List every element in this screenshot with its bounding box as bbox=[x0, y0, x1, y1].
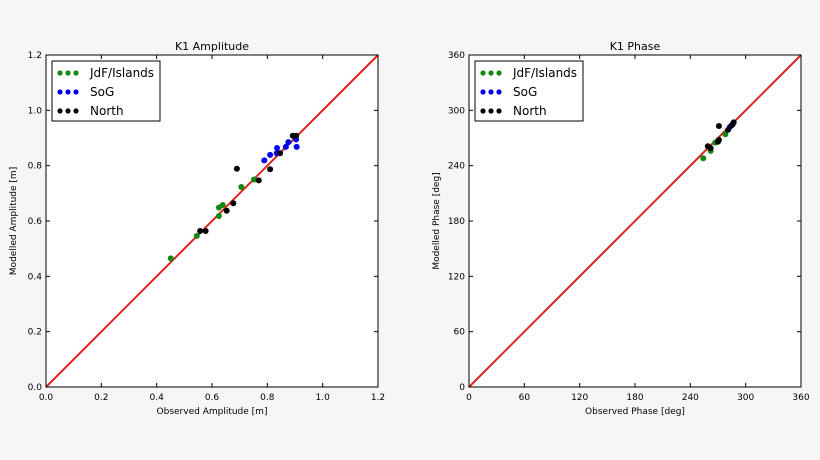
data-point-sog bbox=[293, 143, 300, 150]
data-point-sog bbox=[282, 143, 289, 150]
data-point-north bbox=[202, 227, 209, 234]
y-tick-label: 0.2 bbox=[28, 328, 42, 338]
y-tick-label: 180 bbox=[448, 217, 465, 227]
y-tick-label: 0.0 bbox=[28, 383, 43, 393]
legend-marker bbox=[57, 108, 63, 114]
legend-marker bbox=[73, 89, 79, 95]
legend-marker bbox=[57, 70, 63, 76]
data-point-jdf-islands bbox=[215, 213, 222, 220]
x-tick-label: 120 bbox=[571, 393, 588, 403]
x-tick-label: 0.2 bbox=[94, 393, 108, 403]
y-tick-label: 0.8 bbox=[28, 162, 43, 172]
one-to-one-line bbox=[45, 54, 379, 388]
x-tick-label: 0.0 bbox=[39, 393, 54, 403]
legend-marker bbox=[488, 108, 494, 114]
legend-marker bbox=[488, 89, 494, 95]
chart-title: K1 Phase bbox=[610, 40, 661, 53]
subplot-1: 0 60 120 180 240 300 360 0 60 120 180 240 300 360 K1 P… bbox=[432, 40, 810, 417]
data-point-jdf-islands bbox=[167, 255, 174, 262]
legend-label: JdF/Islands bbox=[512, 66, 577, 80]
x-tick-label: 60 bbox=[519, 393, 531, 403]
legend-marker bbox=[73, 108, 79, 114]
data-point-sog bbox=[285, 139, 292, 146]
y-tick-label: 120 bbox=[448, 272, 465, 282]
legend-marker bbox=[496, 89, 502, 95]
legend-marker bbox=[73, 70, 79, 76]
data-point-north bbox=[277, 150, 284, 157]
data-point-jdf-islands bbox=[219, 201, 226, 208]
data-point-north bbox=[715, 136, 722, 143]
data-point-north bbox=[233, 165, 240, 172]
legend-marker bbox=[57, 89, 63, 95]
y-tick-label: 0.4 bbox=[28, 272, 43, 282]
data-point-north bbox=[267, 166, 274, 173]
legend-label: SoG bbox=[513, 85, 537, 99]
data-point-jdf-islands bbox=[193, 232, 200, 239]
y-axis-label: Modelled Phase [deg] bbox=[432, 172, 442, 269]
y-tick-label: 0 bbox=[459, 383, 465, 393]
x-tick-label: 0.6 bbox=[205, 393, 220, 403]
x-tick-label: 1.0 bbox=[316, 393, 331, 403]
data-point-north bbox=[707, 145, 714, 152]
subplot-0: 0.0 0.2 0.4 0.6 0.8 1.0 1.2 0.0 0.2 0.4 0.6 0.8 1.0 1… bbox=[9, 40, 385, 417]
x-tick-label: 0.4 bbox=[150, 393, 165, 403]
data-point-sog bbox=[261, 157, 268, 164]
x-tick-label: 180 bbox=[626, 393, 643, 403]
x-tick-label: 240 bbox=[682, 393, 699, 403]
x-axis-label: Observed Phase [deg] bbox=[585, 407, 685, 417]
x-tick-label: 0.8 bbox=[260, 393, 275, 403]
data-point-north bbox=[715, 123, 722, 130]
legend: JdF/Islands SoG North bbox=[51, 60, 161, 122]
y-tick-label: 300 bbox=[448, 106, 465, 116]
data-point-north bbox=[223, 207, 230, 214]
chart-title: K1 Amplitude bbox=[175, 40, 249, 53]
data-point-jdf-islands bbox=[700, 155, 707, 162]
data-point-sog bbox=[267, 151, 274, 158]
plot-frame bbox=[468, 54, 802, 388]
legend: JdF/Islands SoG North bbox=[474, 60, 584, 122]
x-axis-label: Observed Amplitude [m] bbox=[157, 407, 268, 417]
legend-marker bbox=[480, 89, 486, 95]
y-tick-label: 360 bbox=[448, 51, 465, 61]
legend-marker bbox=[480, 70, 486, 76]
legend-marker bbox=[488, 70, 494, 76]
data-point-sog bbox=[274, 144, 281, 151]
legend-label: North bbox=[90, 104, 124, 118]
y-tick-label: 60 bbox=[454, 328, 466, 338]
legend-marker bbox=[496, 70, 502, 76]
x-tick-label: 1.2 bbox=[371, 393, 385, 403]
plot-frame bbox=[45, 54, 379, 388]
data-point-north bbox=[230, 200, 237, 207]
x-tick-label: 360 bbox=[792, 393, 809, 403]
legend-marker bbox=[496, 108, 502, 114]
one-to-one-line bbox=[468, 54, 802, 388]
legend-marker bbox=[65, 108, 71, 114]
y-tick-label: 1.2 bbox=[28, 51, 42, 61]
legend-label: SoG bbox=[90, 85, 114, 99]
data-point-jdf-islands bbox=[238, 183, 245, 190]
legend-label: North bbox=[513, 104, 547, 118]
y-tick-label: 1.0 bbox=[28, 106, 43, 116]
x-tick-label: 300 bbox=[737, 393, 754, 403]
data-point-jdf-islands bbox=[251, 176, 258, 183]
data-point-jdf-islands bbox=[722, 131, 729, 138]
x-tick-label: 0 bbox=[466, 393, 472, 403]
legend-marker bbox=[65, 89, 71, 95]
y-tick-label: 0.6 bbox=[28, 217, 43, 227]
data-point-north bbox=[725, 126, 732, 133]
data-point-north bbox=[293, 132, 300, 139]
legend-label: JdF/Islands bbox=[89, 66, 154, 80]
data-point-north bbox=[197, 227, 204, 234]
y-axis-label: Modelled Amplitude [m] bbox=[9, 167, 19, 275]
data-point-north bbox=[255, 177, 262, 184]
data-point-north bbox=[730, 119, 737, 126]
legend-marker bbox=[480, 108, 486, 114]
y-tick-label: 240 bbox=[448, 162, 465, 172]
legend-marker bbox=[65, 70, 71, 76]
